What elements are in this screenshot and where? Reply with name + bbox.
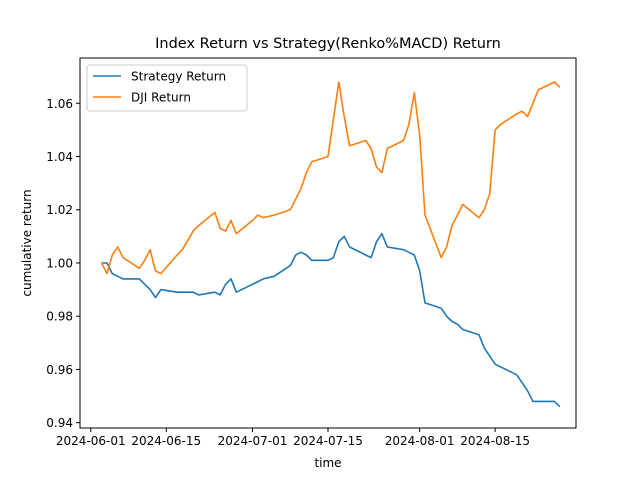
chart-title: Index Return vs Strategy(Renko%MACD) Ret… — [155, 36, 501, 52]
x-tick-label: 2024-07-15 — [293, 434, 363, 448]
x-tick-label: 2024-07-01 — [218, 434, 288, 448]
y-tick-label: 0.94 — [46, 416, 73, 430]
y-tick-label: 1.00 — [46, 256, 73, 270]
x-tick-label: 2024-06-01 — [56, 434, 126, 448]
series-line-1 — [101, 232, 561, 408]
y-axis-label: cumulative return — [20, 189, 34, 296]
series-layer — [100, 81, 561, 408]
y-axis: 0.94 0.96 0.98 1.00 1.02 1.04 1.06 — [46, 97, 80, 430]
y-tick-label: 1.06 — [46, 97, 73, 111]
x-axis-label: time — [314, 456, 341, 470]
x-tick-label: 2024-06-15 — [131, 434, 201, 448]
legend-label-1: Strategy Return — [131, 70, 226, 84]
y-tick-label: 1.02 — [46, 203, 73, 217]
series-line-2 — [100, 81, 561, 275]
y-tick-label: 1.04 — [46, 150, 73, 164]
x-tick-label: 2024-08-15 — [460, 434, 530, 448]
x-tick-label: 2024-08-01 — [385, 434, 455, 448]
legend: Strategy Return DJI Return — [86, 64, 248, 112]
y-tick-label: 0.98 — [46, 310, 73, 324]
y-tick-label: 0.96 — [46, 363, 73, 377]
legend-box — [86, 64, 248, 112]
x-axis: 2024-06-01 2024-06-15 2024-07-01 2024-07-15… — [56, 428, 530, 448]
legend-label-2: DJI Return — [131, 91, 191, 105]
